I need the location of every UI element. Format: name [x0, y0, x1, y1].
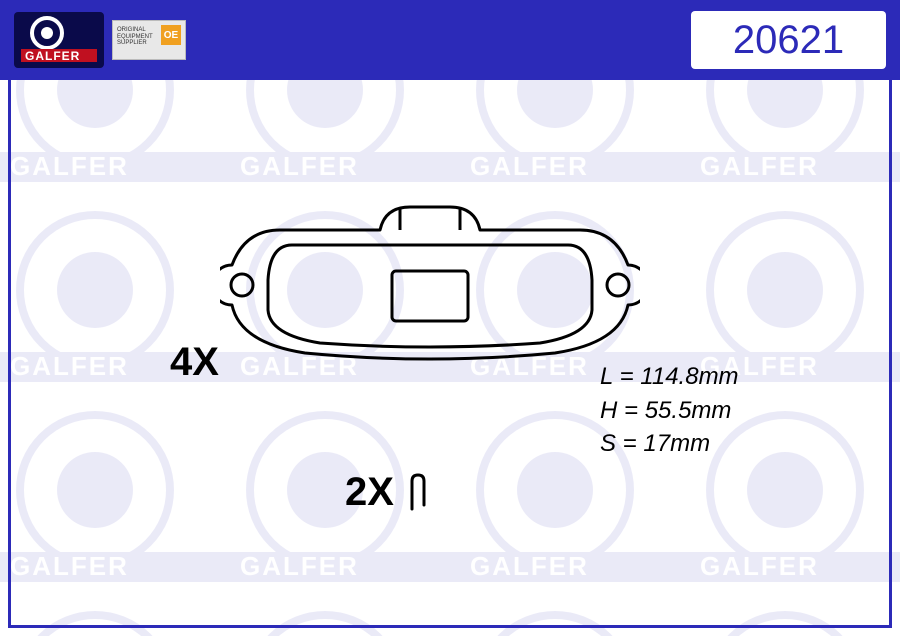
header-bar: GALFER ORIGINAL EQUIPMENT SUPPLIER OE 20… — [0, 0, 900, 80]
pad-qty-label: 4X — [170, 340, 219, 385]
clip-qty-label: 2X — [345, 470, 394, 515]
oe-badge: ORIGINAL EQUIPMENT SUPPLIER OE — [112, 20, 186, 60]
clip-icon — [406, 471, 430, 515]
part-number: 20621 — [733, 18, 844, 63]
dim-height: H = 55.5mm — [600, 394, 739, 428]
page-root: GALFER GALFER ORIGINAL EQUIPMENT SUPPLIE… — [0, 0, 900, 636]
brand-logo: GALFER — [14, 12, 104, 68]
logo-group: GALFER ORIGINAL EQUIPMENT SUPPLIER OE — [14, 12, 186, 68]
oe-square: OE — [161, 25, 181, 45]
dim-thickness: S = 17mm — [600, 427, 739, 461]
part-number-box: 20621 — [691, 11, 886, 69]
brake-pad-diagram — [220, 185, 640, 380]
brand-logo-text: GALFER — [25, 49, 80, 63]
dim-length: L = 114.8mm — [600, 360, 739, 394]
dimensions-block: L = 114.8mm H = 55.5mm S = 17mm — [600, 360, 739, 461]
clip-qty-group: 2X — [345, 470, 430, 515]
oe-label-text: ORIGINAL EQUIPMENT SUPPLIER — [117, 27, 157, 47]
